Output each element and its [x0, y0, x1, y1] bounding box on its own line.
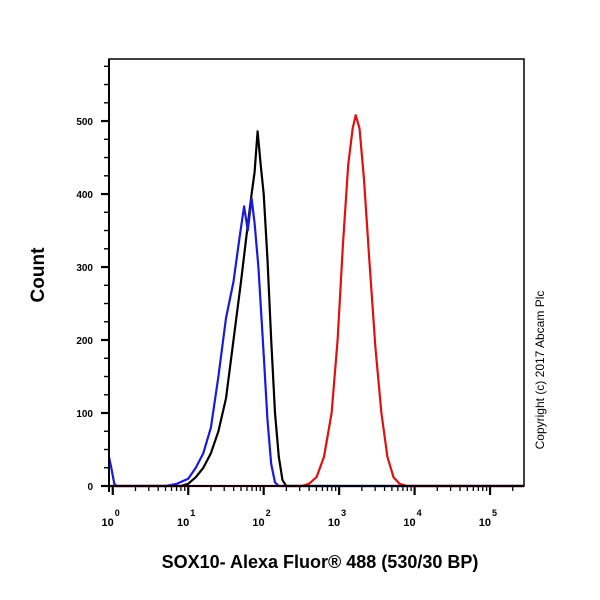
y-tick-label: 300: [76, 263, 93, 274]
x-tick-exponent: 4: [417, 508, 422, 518]
histogram-line: [107, 197, 524, 488]
y-tick-label: 400: [76, 190, 93, 201]
copyright-notice: Copyright (c) 2017 Abcam Plc: [526, 245, 554, 495]
x-tick-exponent: 5: [492, 508, 497, 518]
y-tick-label: 500: [76, 117, 93, 128]
x-tick-label: 10: [252, 517, 264, 529]
x-tick-exponent: 3: [341, 508, 346, 518]
x-tick-label: 10: [102, 517, 114, 529]
y-axis-title-text: Count: [28, 247, 49, 303]
copyright-text: Copyright (c) 2017 Abcam Plc: [533, 290, 547, 450]
y-axis-title: Count: [14, 230, 64, 320]
x-axis-title: SOX10- Alexa Fluor® 488 (530/30 BP): [161, 552, 479, 572]
y-tick-label: 100: [76, 409, 93, 420]
y-tick-label: 0: [87, 482, 93, 493]
plot-frame: [108, 58, 525, 487]
y-axis-ticks: 0 100 200 300 400 500: [76, 65, 109, 493]
histogram-line: [109, 114, 524, 488]
x-tick-label: 10: [403, 517, 415, 529]
histogram-line: [109, 130, 524, 488]
x-tick-exponent: 2: [266, 508, 271, 518]
x-tick-exponent: 1: [190, 508, 195, 518]
histogram-series: [107, 114, 524, 488]
x-tick-label: 10: [479, 517, 491, 529]
x-tick-label: 10: [177, 517, 189, 529]
y-tick-label: 200: [76, 336, 93, 347]
x-tick-label: 10: [328, 517, 340, 529]
x-tick-exponent: 0: [115, 508, 120, 518]
